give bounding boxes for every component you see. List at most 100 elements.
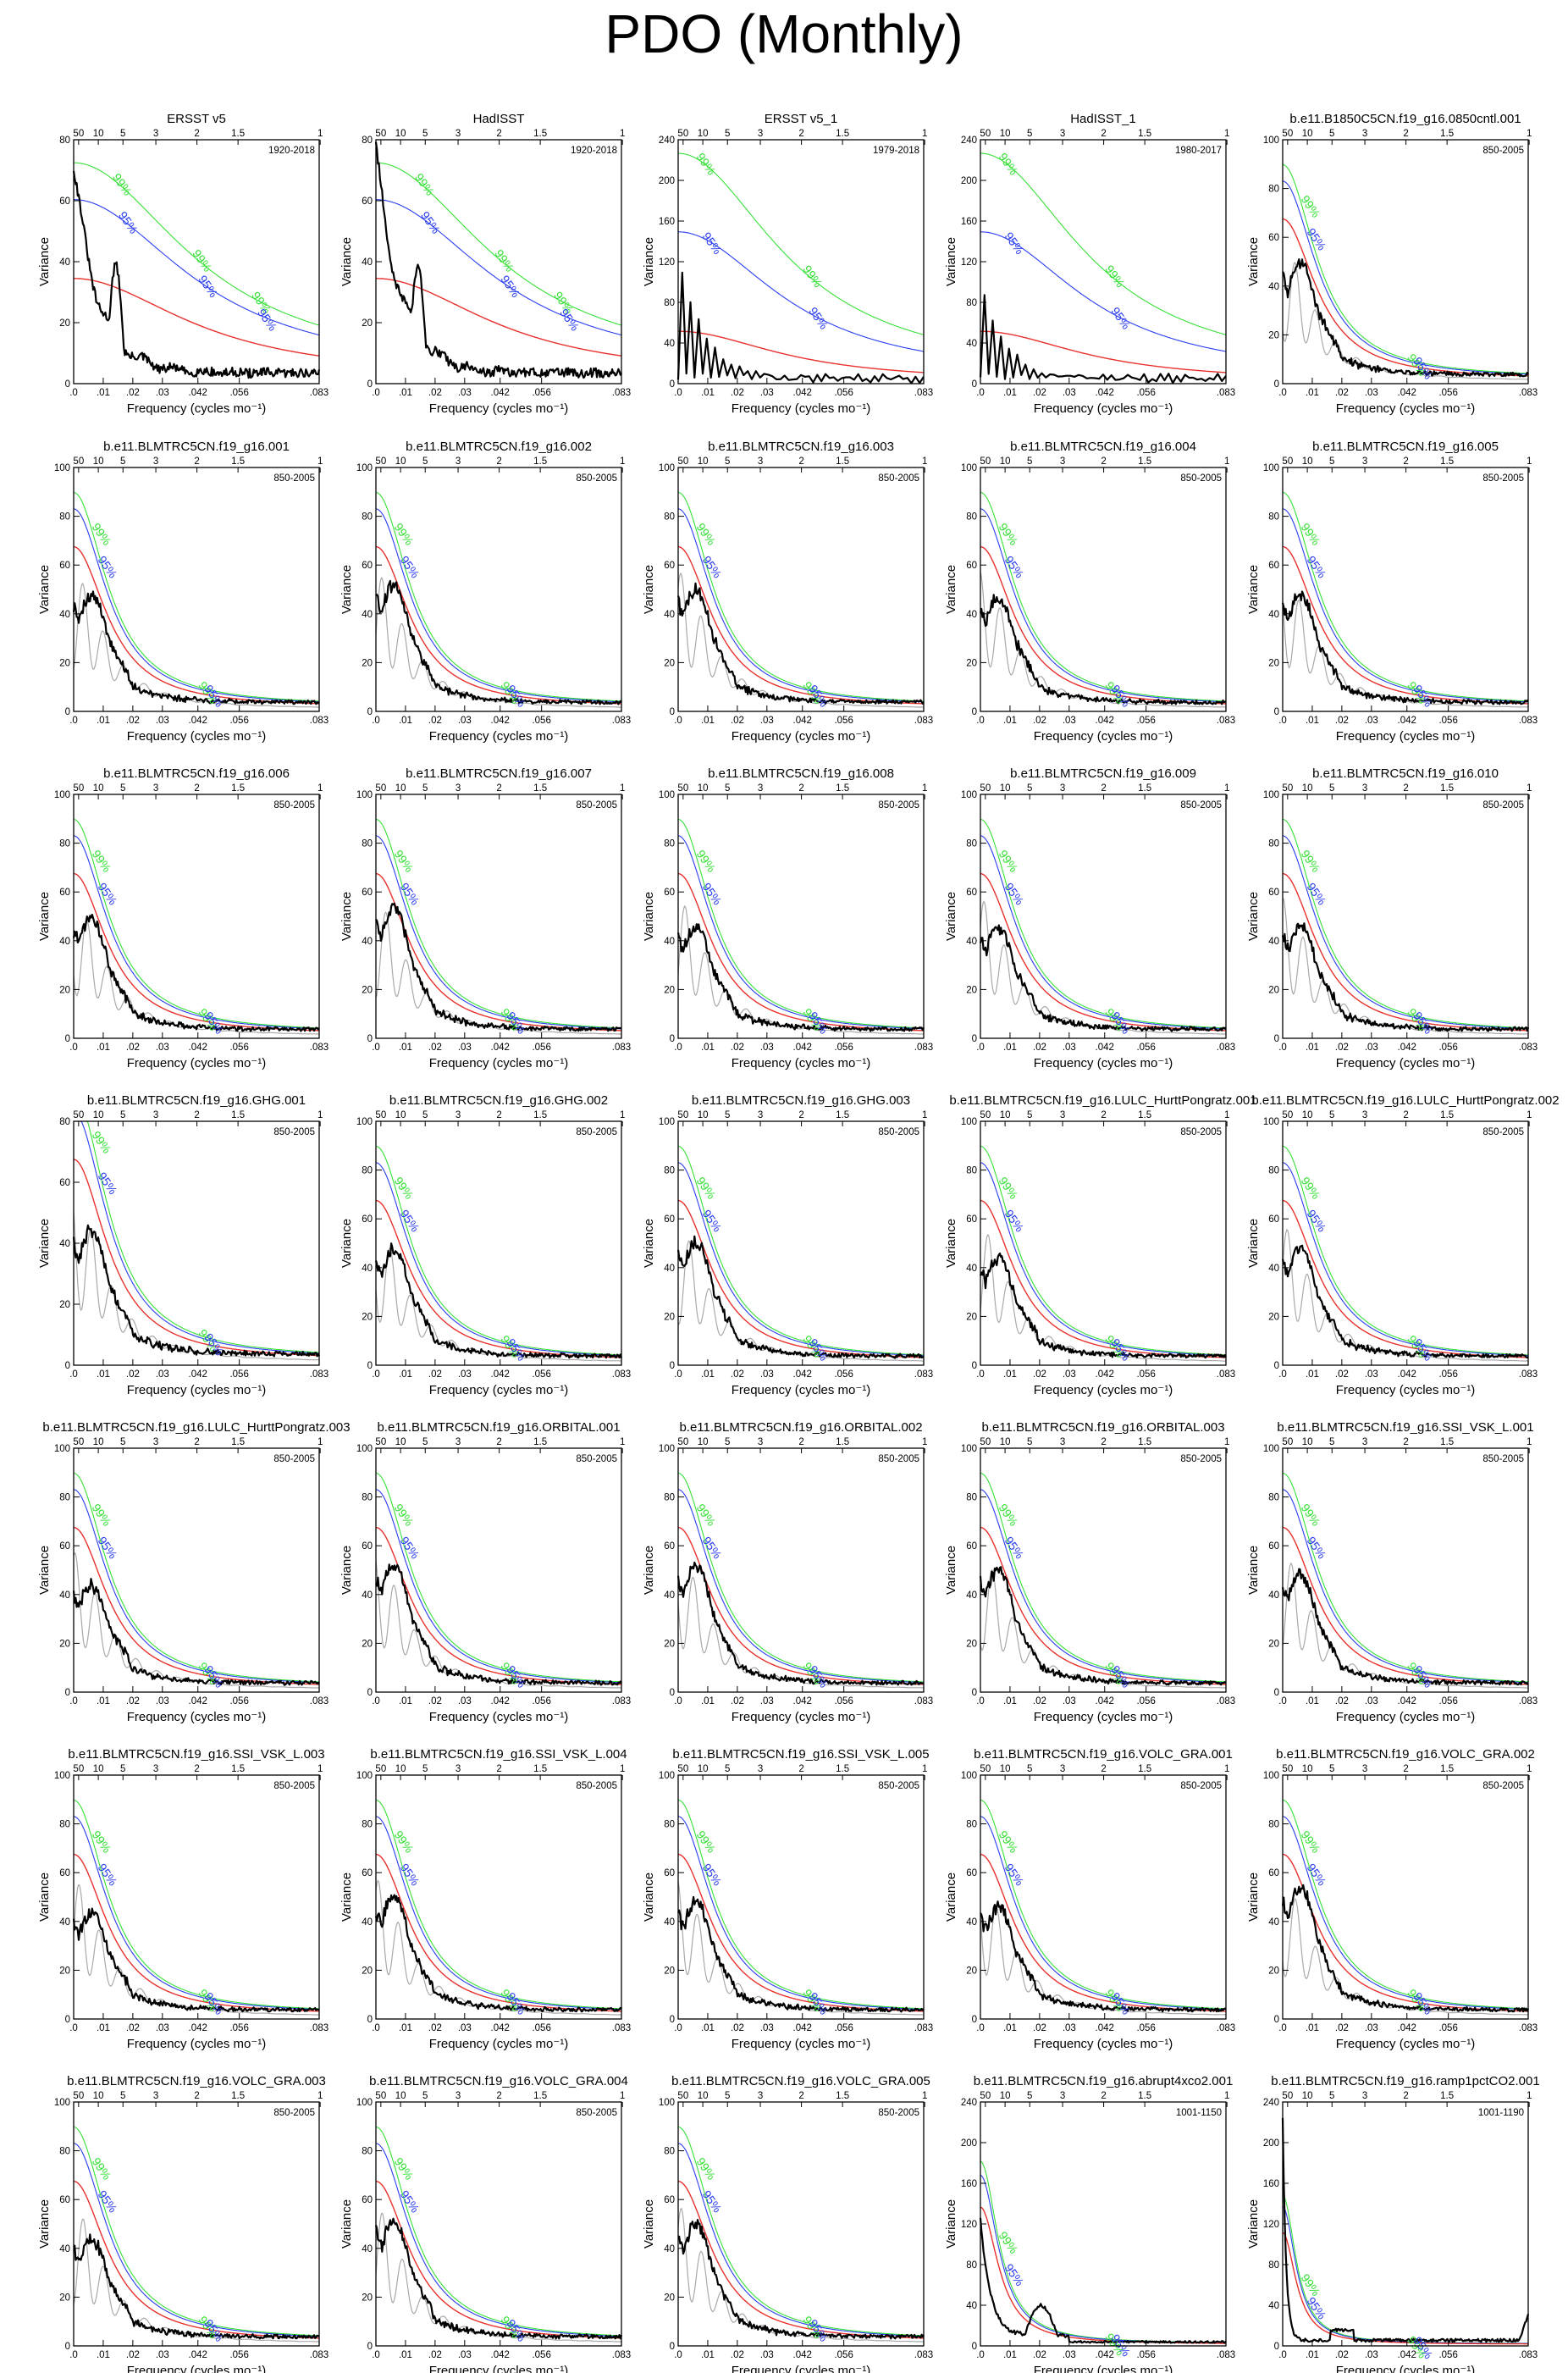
- y-axis-label: Variance: [340, 237, 354, 286]
- period-tick-label: 1.5: [1138, 129, 1151, 139]
- y-tick-label: 60: [362, 1541, 373, 1552]
- period-tick-label: 2: [194, 1437, 199, 1447]
- x-tick-label: .042: [1398, 388, 1416, 398]
- y-tick-label: 20: [362, 1966, 373, 1976]
- x-tick-label: .01: [1306, 388, 1319, 398]
- period-tick-label: 3: [153, 1110, 158, 1120]
- panel-title: b.e11.BLMTRC5CN.f19_g16.SSI_VSK_L.004: [370, 1747, 627, 1762]
- period-tick-label: 5: [1329, 2091, 1334, 2101]
- y-axis-label: Variance: [944, 237, 958, 286]
- period-tick-label: 1.5: [231, 456, 245, 467]
- x-axis-label: Frequency (cycles mo⁻¹): [1336, 729, 1476, 744]
- y-tick-label: 60: [664, 561, 675, 571]
- x-tick-label: .0: [1278, 716, 1287, 726]
- y-tick-label: 80: [664, 1820, 675, 1830]
- period-tick-label: 2: [798, 129, 803, 139]
- x-tick-label: .01: [701, 2350, 715, 2360]
- y-tick-label: 0: [65, 707, 70, 717]
- panel-title: b.e11.BLMTRC5CN.f19_g16.ramp1pctCO2.001: [1271, 2074, 1539, 2088]
- spectrum-line: [375, 579, 622, 705]
- period-tick-label: 50: [1282, 129, 1293, 139]
- period-tick-label: 1: [620, 1110, 625, 1120]
- y-tick-label: 80: [664, 839, 675, 849]
- period-tick-label: 10: [698, 1437, 709, 1447]
- period-tick-label: 1: [1224, 2091, 1229, 2101]
- y-tick-label: 40: [966, 610, 977, 620]
- x-tick-label: .01: [1306, 2023, 1319, 2033]
- x-tick-label: .03: [458, 2023, 472, 2033]
- panel-title: ERSST v5_1: [765, 112, 837, 126]
- period-tick-label: 10: [1000, 1764, 1011, 1774]
- spectrum-line: [676, 1561, 925, 1686]
- y-tick-label: 0: [1274, 707, 1279, 717]
- x-tick-label: .083: [914, 2023, 933, 2033]
- period-tick-label: 5: [725, 1110, 730, 1120]
- y-tick-label: 100: [54, 2098, 70, 2108]
- y-tick-label: 20: [966, 1312, 977, 1322]
- period-tick-label: 2: [798, 1764, 803, 1774]
- y-tick-label: 80: [362, 1820, 373, 1830]
- plot-frame: [980, 1447, 1227, 1693]
- y-tick-label: 60: [966, 1541, 977, 1552]
- x-tick-label: .042: [1096, 1043, 1114, 1053]
- x-tick-label: .01: [1003, 1369, 1017, 1380]
- panel-title: b.e11.BLMTRC5CN.f19_g16.003: [708, 440, 894, 454]
- x-tick-label: .01: [97, 1043, 110, 1053]
- x-tick-label: .02: [731, 2023, 744, 2033]
- period-tick-label: 1.5: [1440, 1437, 1454, 1447]
- x-tick-label: .02: [731, 388, 744, 398]
- y-tick-label: 0: [972, 1361, 977, 1371]
- x-tick-label: .0: [372, 1369, 380, 1380]
- plot-frame: [980, 1774, 1227, 2020]
- x-tick-label: .03: [1063, 2350, 1076, 2360]
- panel-title: b.e11.BLMTRC5CN.f19_g16.abrupt4xco2.001: [974, 2074, 1234, 2088]
- period-tick-label: 10: [1302, 456, 1313, 467]
- x-tick-label: .01: [1003, 1696, 1017, 1706]
- x-tick-label: .083: [1519, 388, 1538, 398]
- x-tick-label: .02: [1033, 716, 1046, 726]
- panel-title: b.e11.BLMTRC5CN.f19_g16.010: [1312, 766, 1499, 781]
- x-tick-label: .083: [310, 2023, 329, 2033]
- period-tick-label: 2: [798, 1110, 803, 1120]
- period-tick-label: 10: [395, 1437, 406, 1447]
- y-tick-label: 100: [54, 1771, 70, 1781]
- period-tick-label: 1.5: [533, 129, 547, 139]
- x-tick-label: .042: [491, 2350, 510, 2360]
- period-tick-label: 10: [1000, 129, 1011, 139]
- y-axis-label: Variance: [944, 1546, 958, 1595]
- y-axis-label: Variance: [37, 237, 52, 286]
- x-tick-label: .0: [1278, 1696, 1287, 1706]
- x-tick-label: .03: [458, 1043, 472, 1053]
- x-tick-label: .02: [428, 2023, 442, 2033]
- panel-title: HadISST: [473, 112, 525, 126]
- y-tick-label: 0: [670, 707, 675, 717]
- period-tick-label: 5: [422, 1110, 428, 1120]
- y-tick-label: 60: [362, 196, 373, 207]
- panel-years: 850-2005: [273, 1127, 315, 1137]
- x-tick-label: .042: [189, 716, 207, 726]
- x-tick-label: .03: [1365, 2350, 1378, 2360]
- period-tick-label: 5: [1329, 456, 1334, 467]
- y-tick-label: 0: [1274, 1361, 1279, 1371]
- plot-frame: [375, 467, 622, 712]
- y-tick-label: 80: [1268, 2260, 1279, 2271]
- period-tick-label: 10: [698, 456, 709, 467]
- x-tick-label: .03: [760, 388, 774, 398]
- y-tick-label: 60: [664, 1868, 675, 1878]
- x-tick-label: .03: [156, 1043, 169, 1053]
- label-99: 99%: [412, 171, 437, 198]
- y-axis-label: Variance: [37, 1219, 52, 1268]
- y-tick-label: 160: [1263, 2179, 1279, 2189]
- period-tick-label: 50: [677, 1764, 688, 1774]
- period-tick-label: 3: [758, 2091, 763, 2101]
- y-tick-label: 40: [966, 2301, 977, 2311]
- chart-panel: 99%95%99%95%99%95%.0.01.02.03.042.056.08…: [340, 112, 631, 416]
